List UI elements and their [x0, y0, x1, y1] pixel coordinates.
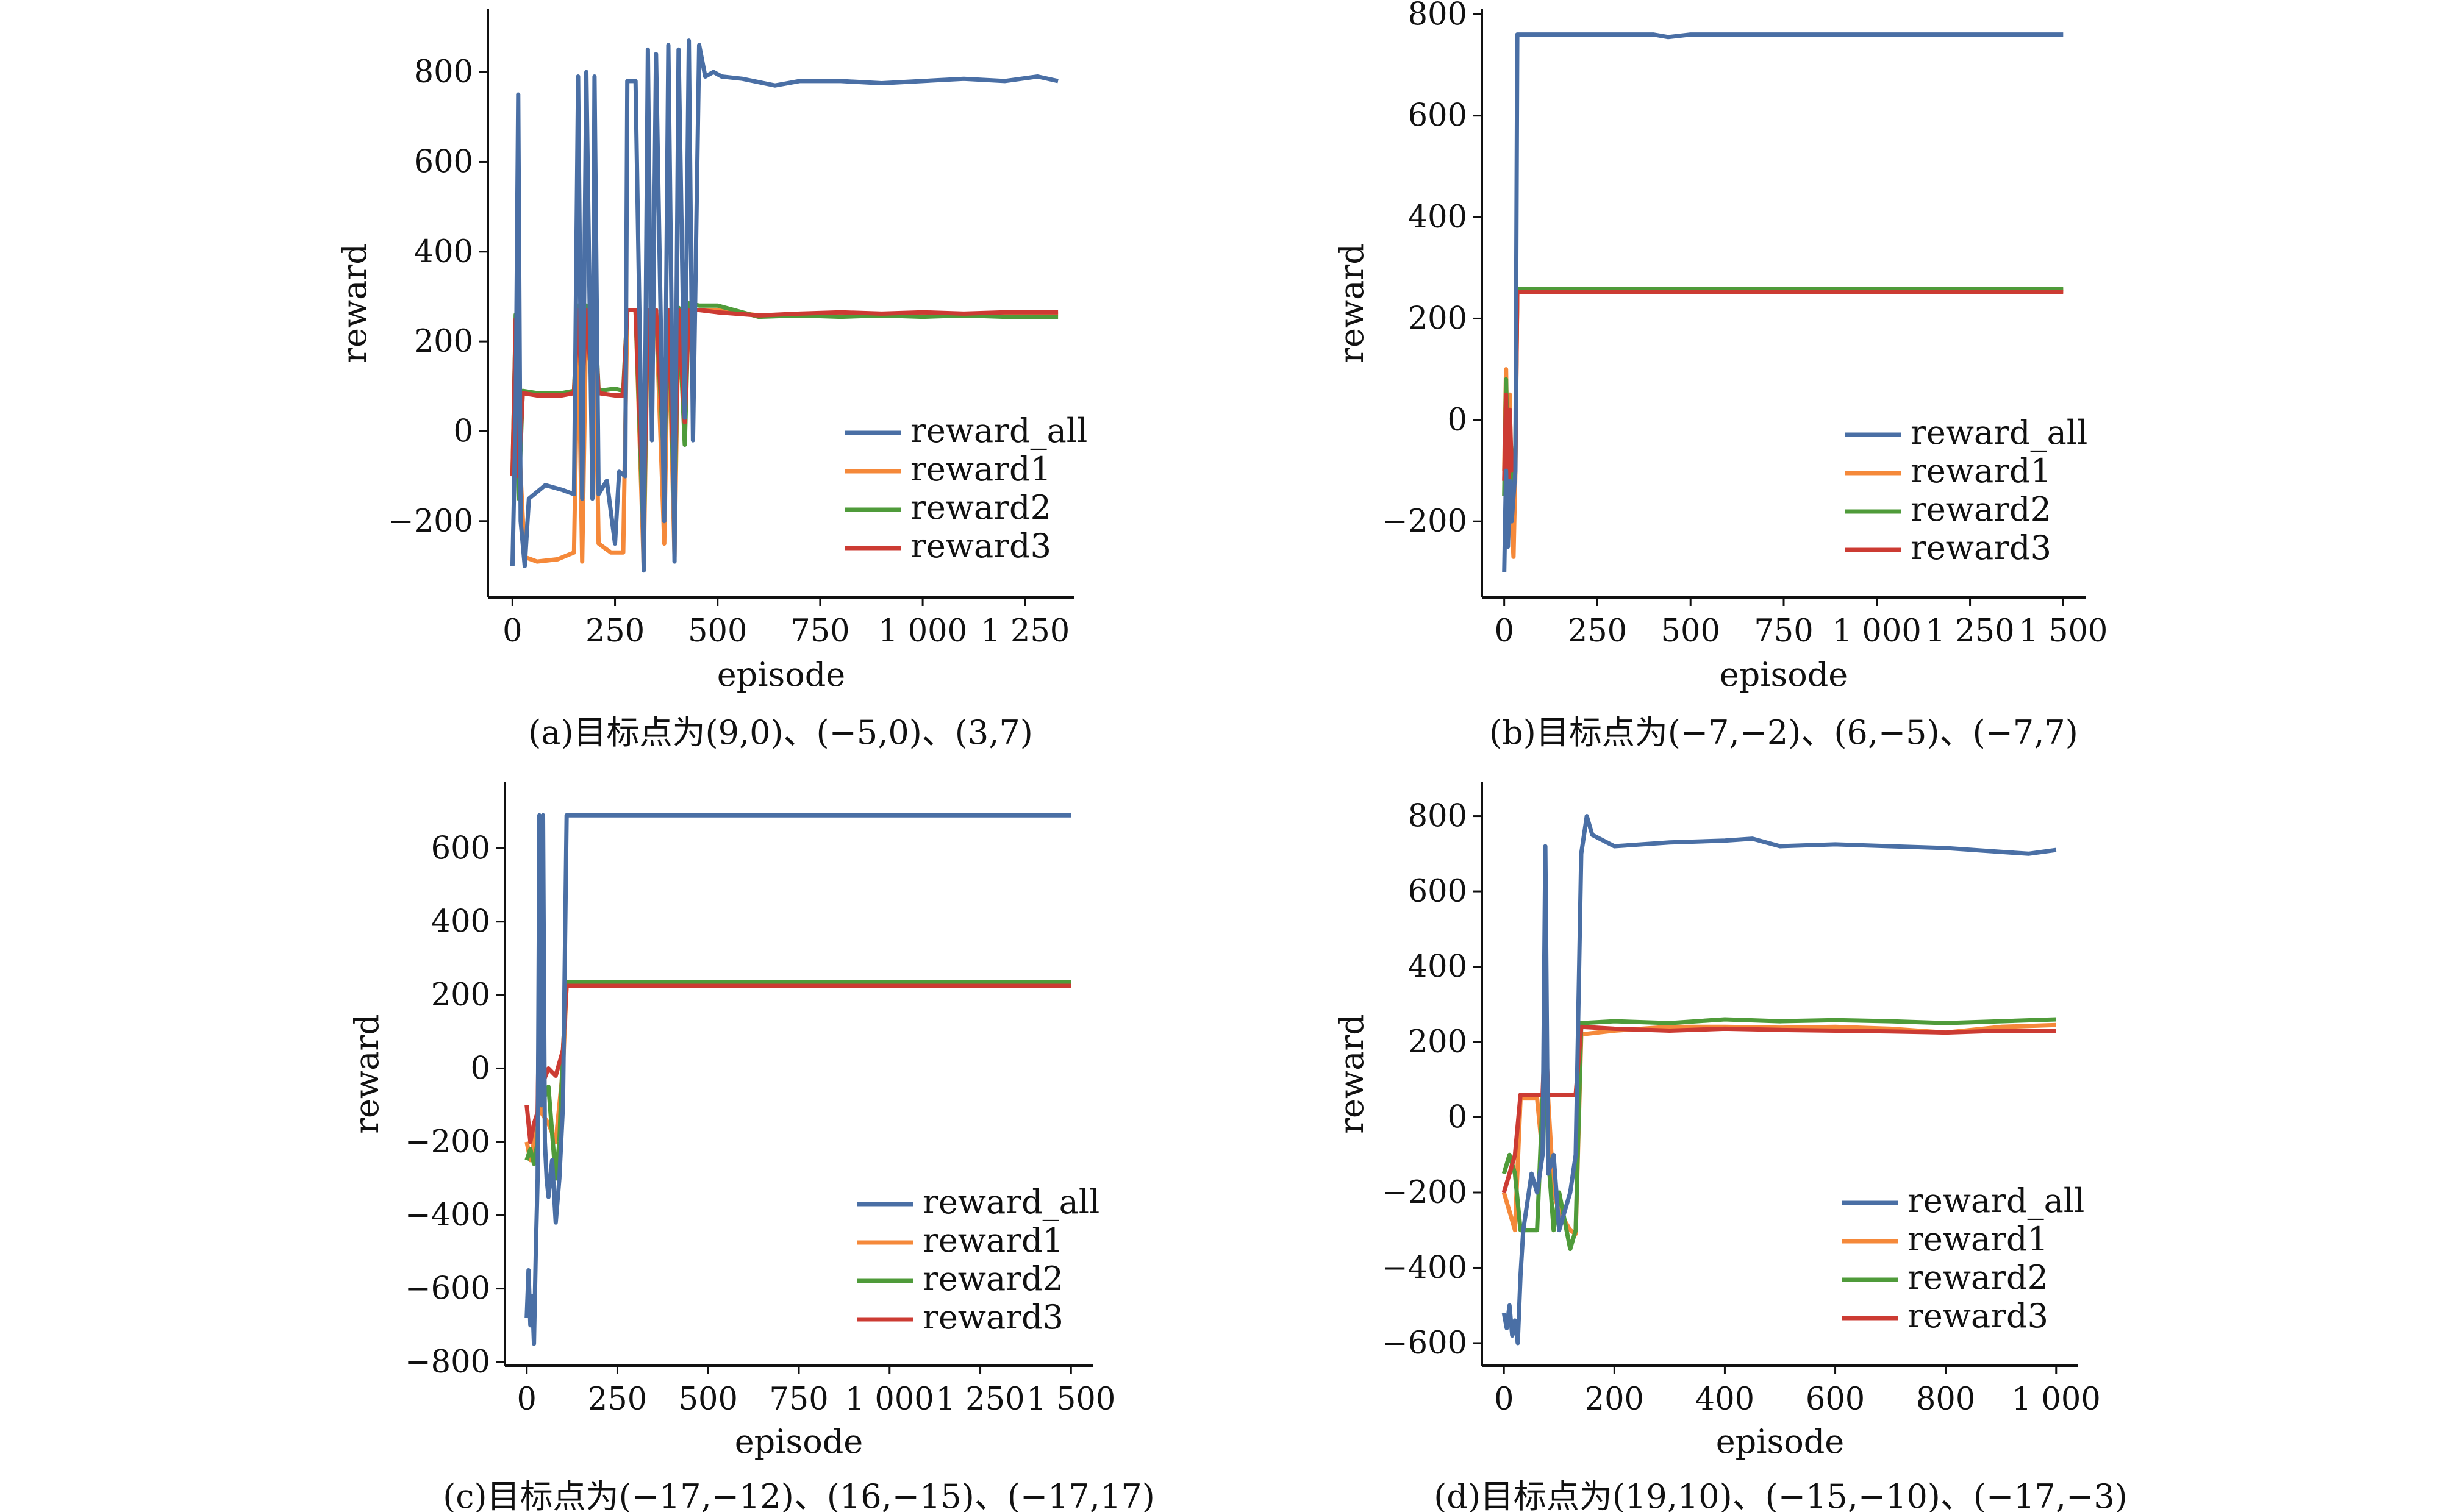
y-tick-label: 400 — [414, 234, 473, 270]
chart-d: 0 200 400 600 800 1 000 −600 −400 −200 0 200 400 600… — [1332, 782, 2128, 1512]
series-reward2 — [1501, 1017, 2056, 1252]
series-reward-all — [1501, 814, 2057, 1346]
y-tick-label: 0 — [471, 1050, 490, 1086]
y-tick-label: 800 — [414, 54, 473, 90]
legend-label-reward1: reward1 — [910, 450, 1051, 488]
y-tick-label: 0 — [1448, 402, 1467, 438]
series-reward-all — [1502, 32, 2064, 572]
legend-label-reward3: reward3 — [923, 1298, 1064, 1336]
legend-label-reward3: reward3 — [1907, 1297, 2048, 1335]
caption-a: (a)目标点为(9,0)、(−5,0)、(3,7) — [528, 713, 1033, 752]
x-tick-label: 500 — [688, 613, 747, 649]
x-tick-label: 0 — [1494, 613, 1514, 649]
y-tick-label: 400 — [1408, 949, 1467, 985]
y-tick-label: 800 — [1408, 799, 1467, 835]
x-tick-label: 250 — [588, 1382, 647, 1417]
y-tick-label: 200 — [414, 324, 473, 360]
legend-label-reward-all: reward_all — [1907, 1182, 2084, 1220]
x-tick-label: 0 — [502, 613, 522, 649]
y-tick-label: 400 — [431, 904, 490, 940]
y-tick-label: 0 — [1448, 1100, 1467, 1136]
legend-label-reward2: reward2 — [1907, 1258, 2048, 1297]
x-tick-label: 1 000 — [878, 613, 967, 649]
series-reward1 — [524, 982, 1071, 1163]
x-tick-label: 500 — [1661, 613, 1720, 649]
y-tick-label: 600 — [1408, 98, 1467, 134]
x-tick-label: 1 250 — [1926, 613, 2015, 649]
legend-label-reward2: reward2 — [923, 1260, 1064, 1298]
x-axis-label: episode — [1720, 655, 1848, 694]
legend-label-reward-all: reward_all — [923, 1183, 1099, 1221]
x-axis-label: episode — [1716, 1422, 1845, 1461]
x-tick-label: 250 — [585, 613, 645, 649]
x-tick-label: 1 500 — [2018, 613, 2108, 649]
y-tick-label: −200 — [405, 1124, 490, 1160]
y-tick-label: 600 — [1408, 874, 1467, 910]
y-tick-label: −800 — [405, 1344, 490, 1380]
x-tick-label: 0 — [1494, 1382, 1514, 1417]
x-tick-label: 200 — [1585, 1382, 1644, 1417]
y-axis-label: reward — [348, 1014, 386, 1134]
y-tick-label: 0 — [454, 413, 473, 449]
legend-label-reward2: reward2 — [1911, 490, 2051, 529]
chart-b: 0 250 500 750 1 000 1 250 1 500 −200 0 200 400 600 8… — [1332, 0, 2108, 752]
y-tick-label: −200 — [1382, 504, 1467, 540]
y-tick-label: 200 — [1408, 301, 1467, 337]
legend-label-reward1: reward1 — [923, 1221, 1064, 1260]
x-tick-label: 1 500 — [1026, 1382, 1115, 1417]
x-tick-label: 500 — [679, 1382, 738, 1417]
y-tick-label: −200 — [388, 504, 473, 540]
y-tick-label: −400 — [1382, 1250, 1467, 1286]
x-tick-label: 1 250 — [936, 1382, 1025, 1417]
chart-a: 0 250 500 750 1 000 1 250 −200 0 200 400 600 800 epi… — [335, 9, 1087, 752]
y-tick-label: 200 — [1408, 1024, 1467, 1060]
series-reward3 — [524, 982, 1071, 1144]
y-tick-label: −600 — [1382, 1325, 1467, 1361]
x-axis-label: episode — [717, 655, 846, 694]
chart-c: 0 250 500 750 1 000 1 250 1 500 −800 −600 −400 −20… — [348, 782, 1155, 1512]
x-tick-label: 750 — [769, 1382, 828, 1417]
y-axis-label: reward — [1332, 243, 1371, 363]
x-tick-label: 800 — [1916, 1382, 1975, 1417]
y-tick-label: 400 — [1408, 199, 1467, 235]
x-tick-label: 0 — [517, 1382, 536, 1417]
series-reward3 — [1501, 1021, 2056, 1193]
x-axis-label: episode — [735, 1422, 863, 1461]
y-tick-label: −200 — [1382, 1175, 1467, 1211]
legend-label-reward1: reward1 — [1907, 1220, 2048, 1258]
legend-label-reward-all: reward_all — [910, 412, 1087, 450]
legend-label-reward1: reward1 — [1911, 452, 2051, 490]
x-tick-label: 1 000 — [845, 1382, 934, 1417]
y-tick-label: −400 — [405, 1197, 490, 1233]
x-tick-label: 250 — [1568, 613, 1627, 649]
y-axis-label: reward — [335, 243, 374, 363]
y-tick-label: 600 — [414, 144, 473, 180]
x-tick-label: 400 — [1695, 1382, 1754, 1417]
legend-label-reward3: reward3 — [910, 527, 1051, 565]
y-tick-label: 200 — [431, 977, 490, 1013]
x-tick-label: 750 — [1754, 613, 1813, 649]
series-reward2 — [524, 980, 1071, 1181]
x-tick-label: 600 — [1806, 1382, 1865, 1417]
legend-label-reward3: reward3 — [1911, 529, 2051, 567]
caption-c: (c)目标点为(−17,−12)、(16,−15)、(−17,17) — [443, 1477, 1155, 1512]
y-tick-label: 600 — [431, 830, 490, 866]
x-tick-label: 1 250 — [981, 613, 1070, 649]
x-tick-label: 1 000 — [1832, 613, 1922, 649]
legend-label-reward2: reward2 — [910, 488, 1051, 527]
x-tick-label: 750 — [790, 613, 849, 649]
caption-d: (d)目标点为(19,10)、(−15,−10)、(−17,−3) — [1434, 1477, 2128, 1512]
legend-label-reward-all: reward_all — [1911, 413, 2087, 452]
y-tick-label: 800 — [1408, 0, 1467, 32]
y-axis-label: reward — [1332, 1014, 1371, 1134]
y-tick-label: −600 — [405, 1271, 490, 1307]
caption-b: (b)目标点为(−7,−2)、(6,−5)、(−7,7) — [1489, 713, 2078, 752]
series-reward-all — [524, 813, 1071, 1346]
x-tick-label: 1 000 — [2012, 1382, 2101, 1417]
series-reward-all — [510, 38, 1059, 573]
